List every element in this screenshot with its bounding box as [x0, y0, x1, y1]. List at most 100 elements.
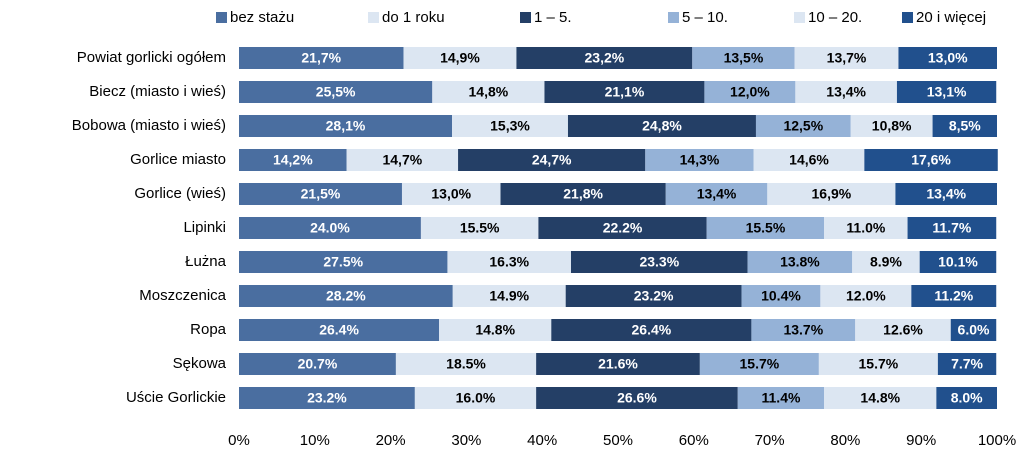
bar-segment [795, 81, 897, 103]
value-label: 14,2% [273, 152, 313, 168]
bar-segment [346, 149, 459, 171]
legend-label: bez stażu [230, 9, 294, 26]
bar-segment [447, 251, 572, 273]
value-label: 13,0% [431, 186, 471, 202]
bar-segment [239, 353, 396, 375]
bar-segment [567, 115, 756, 137]
bar-segment [692, 47, 795, 69]
value-label: 14.8% [475, 322, 515, 338]
bar-segment [458, 149, 646, 171]
value-label: 8.0% [951, 390, 983, 406]
bar-segment [536, 387, 738, 409]
bar-segment [824, 387, 937, 409]
category-label: Lipinki [183, 219, 226, 236]
bar-segment [950, 319, 997, 341]
value-label: 14.9% [489, 288, 529, 304]
value-label: 25,5% [316, 84, 356, 100]
bar-segment [704, 81, 796, 103]
category-label: Gorlice (wieś) [134, 185, 226, 202]
value-label: 21,8% [563, 186, 603, 202]
value-label: 13,5% [724, 50, 764, 66]
bar-segment [239, 319, 440, 341]
legend-swatch [216, 12, 227, 23]
value-label: 14,8% [469, 84, 509, 100]
x-tick-label: 20% [376, 432, 406, 449]
x-tick-label: 0% [228, 432, 250, 449]
bar-segment [820, 285, 912, 307]
value-label: 24,8% [642, 118, 682, 134]
value-label: 18.5% [446, 356, 486, 372]
bar-segment [536, 353, 700, 375]
bar-segment [538, 217, 707, 239]
value-label: 21,5% [301, 186, 341, 202]
bar-segment [907, 217, 997, 239]
x-tick-label: 30% [451, 432, 481, 449]
bar-segment [751, 319, 856, 341]
value-label: 28.2% [326, 288, 366, 304]
value-label: 24.0% [310, 220, 350, 236]
value-label: 13,7% [827, 50, 867, 66]
legend-label: 1 – 5. [534, 9, 572, 26]
value-label: 11.7% [932, 220, 971, 236]
category-label: Łużna [185, 253, 227, 270]
value-label: 8.9% [870, 254, 902, 270]
bar-segment [432, 81, 545, 103]
x-tick-label: 90% [906, 432, 936, 449]
value-label: 16,9% [812, 186, 852, 202]
bar-segment [665, 183, 768, 205]
bar-segment [850, 115, 933, 137]
category-label: Powiat gorlicki ogółem [77, 49, 226, 66]
legend-label: 5 – 10. [682, 9, 728, 26]
category-label: Sękowa [173, 355, 227, 372]
value-label: 20.7% [298, 356, 338, 372]
bar-segment [852, 251, 920, 273]
bar-segment [794, 47, 899, 69]
bar-segment [239, 217, 421, 239]
value-label: 10,8% [872, 118, 912, 134]
value-label: 13,4% [697, 186, 737, 202]
bar-segment [753, 149, 865, 171]
bar-segment [420, 217, 539, 239]
value-label: 17,6% [911, 152, 951, 168]
bar-segment [239, 81, 433, 103]
bar-segment [741, 285, 821, 307]
value-label: 14,7% [382, 152, 422, 168]
bar-segment [818, 353, 938, 375]
legend-label: do 1 roku [382, 9, 445, 26]
bar-segment [395, 353, 537, 375]
bar-segment [895, 183, 997, 205]
value-label: 27.5% [323, 254, 363, 270]
value-label: 12.6% [883, 322, 923, 338]
value-label: 16.0% [456, 390, 496, 406]
value-label: 21.6% [598, 356, 638, 372]
bar-segment [824, 217, 908, 239]
x-tick-label: 60% [679, 432, 709, 449]
bar-segment [699, 353, 819, 375]
value-label: 13.7% [783, 322, 823, 338]
value-label: 15.5% [746, 220, 786, 236]
value-label: 14,9% [440, 50, 480, 66]
value-label: 10.4% [761, 288, 801, 304]
bar-segment [239, 251, 448, 273]
bar-segment [452, 285, 566, 307]
x-tick-label: 80% [830, 432, 860, 449]
bar-segment [500, 183, 666, 205]
legend-swatch [902, 12, 913, 23]
bar-segment [932, 115, 997, 137]
value-label: 13,1% [927, 84, 967, 100]
value-label: 14.8% [860, 390, 900, 406]
legend-swatch [668, 12, 679, 23]
bar-segment [401, 183, 501, 205]
value-label: 12.0% [846, 288, 886, 304]
value-label: 15.5% [460, 220, 500, 236]
bar-segment [239, 115, 452, 137]
value-label: 11.0% [846, 220, 885, 236]
value-label: 14,3% [680, 152, 720, 168]
bar-segment [737, 387, 825, 409]
value-label: 23.3% [639, 254, 679, 270]
value-label: 26.6% [617, 390, 657, 406]
bar-segment [896, 81, 997, 103]
bar-segment [767, 183, 896, 205]
bar-segment [747, 251, 853, 273]
